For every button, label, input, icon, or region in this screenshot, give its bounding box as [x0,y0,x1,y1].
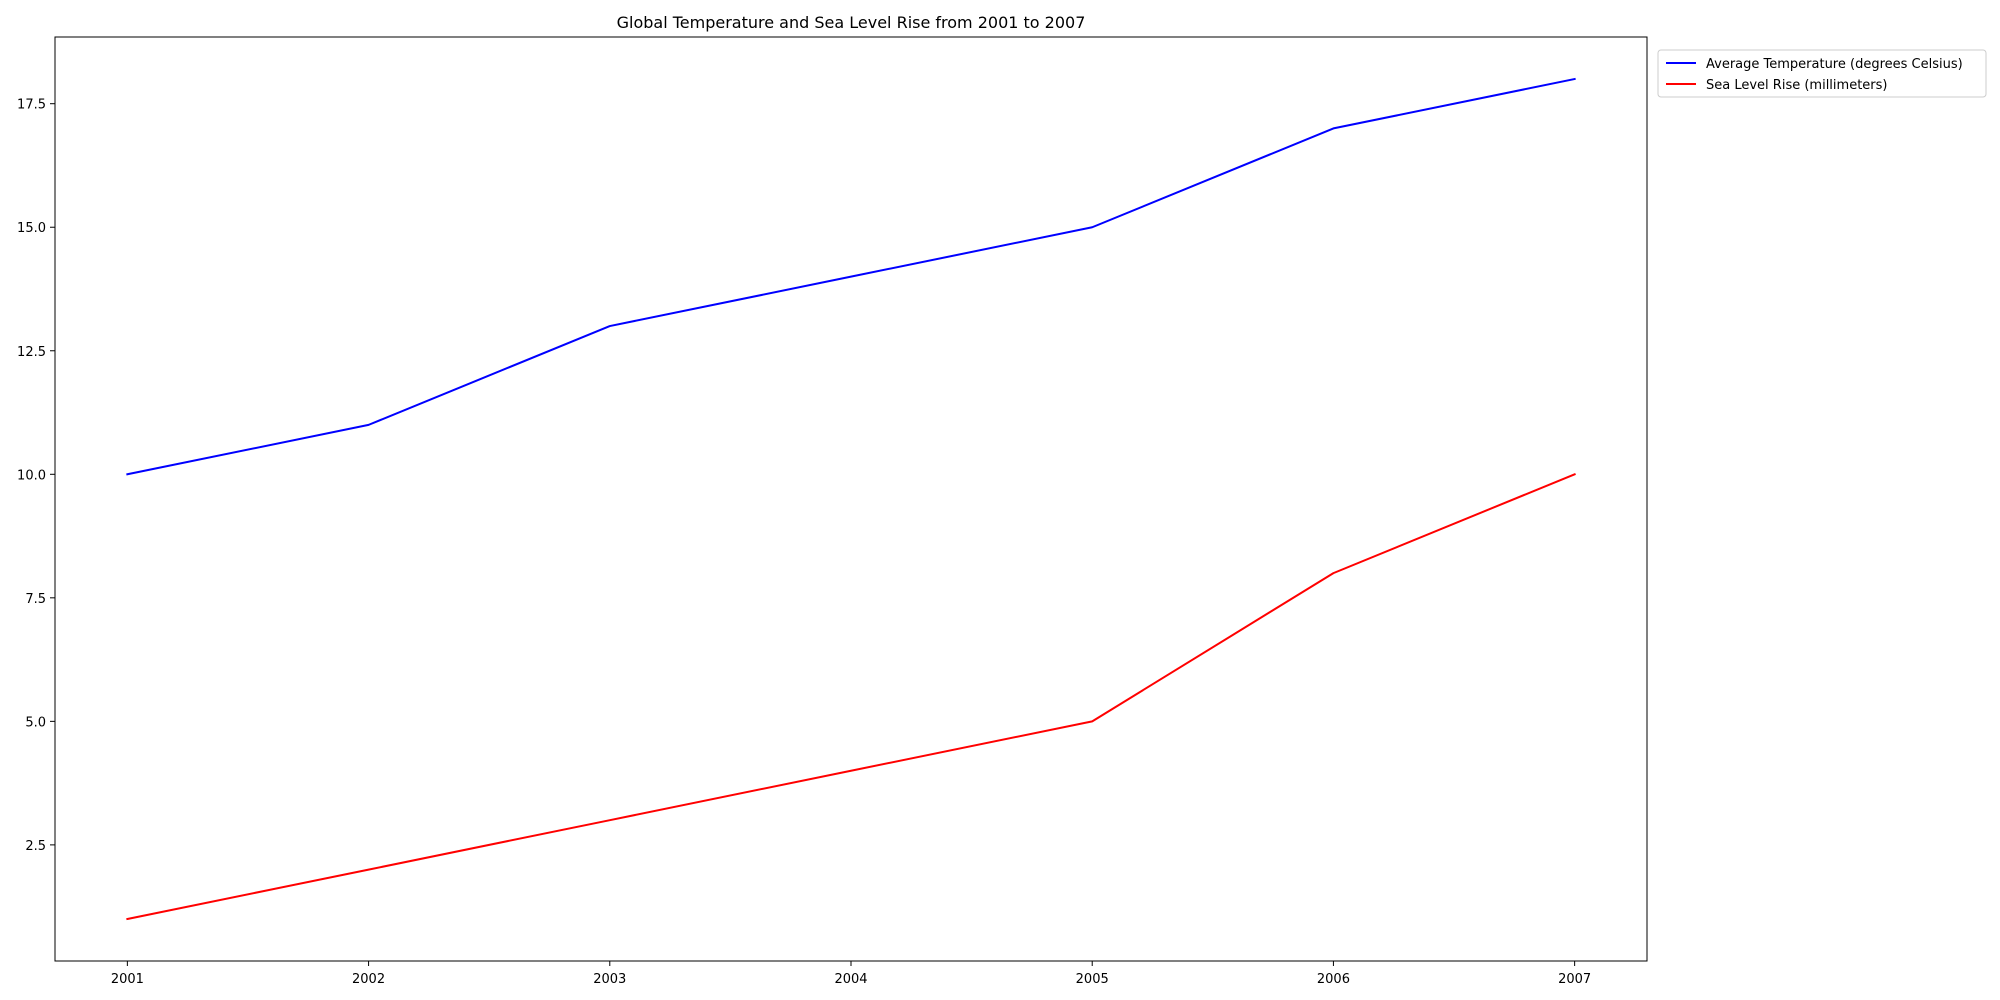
y-tick-label: 2.5 [25,839,46,854]
chart-title: Global Temperature and Sea Level Rise fr… [617,13,1086,32]
y-tick-label: 5.0 [25,715,46,730]
plot-area [54,36,1648,962]
y-tick-label: 10.0 [17,468,46,483]
x-tick-label: 2006 [1317,972,1350,987]
x-tick-label: 2004 [834,972,867,987]
series-line-2 [126,472,1576,921]
x-axis: 2001 2002 2003 2004 2005 2006 2007 [111,961,1591,987]
y-tick-label: 12.5 [17,345,46,360]
x-tick-label: 2001 [111,972,144,987]
y-tick-label: 7.5 [25,592,46,607]
x-tick-label: 2002 [352,972,385,987]
legend-label-2: Sea Level Rise (millimeters) [1706,78,1887,93]
x-tick-label: 2005 [1076,972,1109,987]
y-axis: 2.5 5.0 7.5 10.0 12.5 15.0 17.5 [17,98,55,854]
series-lines [126,77,1576,921]
y-tick-label: 15.0 [17,221,46,236]
legend-label-1: Average Temperature (degrees Celsius) [1706,57,1963,72]
series-line-1 [126,77,1576,476]
x-tick-label: 2007 [1558,972,1591,987]
legend: Average Temperature (degrees Celsius) Sea… [1657,49,1987,98]
y-tick-label: 17.5 [17,98,46,113]
legend-box [1657,49,1987,98]
x-tick-label: 2003 [593,972,626,987]
